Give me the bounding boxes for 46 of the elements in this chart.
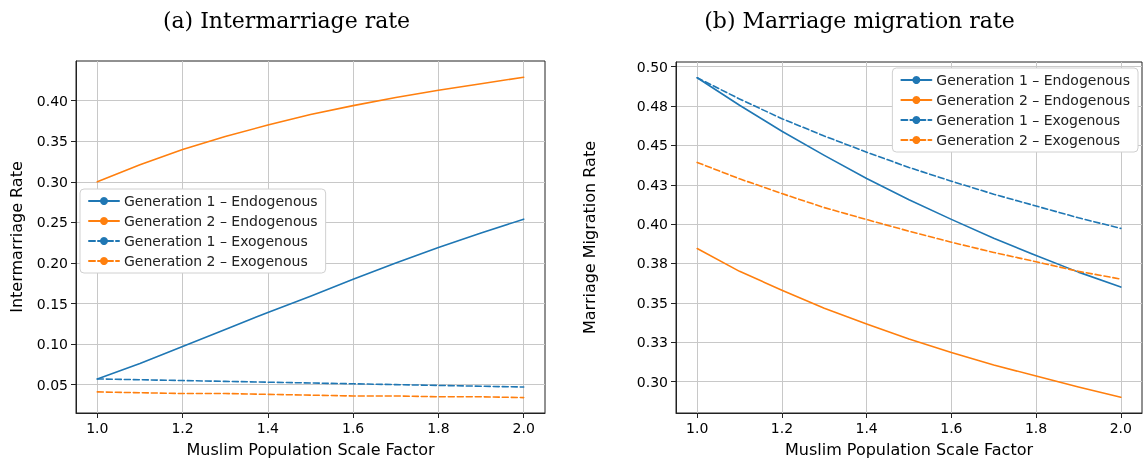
y-tick-label: 0.05 [36, 376, 68, 393]
y-tick-label: 0.50 [636, 58, 668, 75]
x-axis-title: Muslim Population Scale Factor [784, 439, 1034, 459]
legend-label: Generation 2 – Endogenous [124, 213, 318, 229]
x-tick-label: 1.8 [427, 420, 450, 436]
y-tick-label: 0.40 [36, 92, 68, 109]
x-tick-label: 2.0 [512, 420, 535, 436]
legend-label: Generation 2 – Exogenous [124, 253, 308, 269]
y-tick-label: 0.25 [36, 214, 68, 231]
x-tick-label: 1.2 [171, 420, 194, 436]
x-tick-label: 1.0 [686, 420, 709, 436]
x-tick-label: 1.8 [1024, 420, 1048, 436]
y-tick-label: 0.45 [636, 137, 668, 154]
legend-label: Generation 1 – Endogenous [936, 72, 1131, 88]
x-tick-label: 1.2 [770, 420, 794, 436]
legend-label: Generation 1 – Exogenous [124, 233, 308, 249]
y-tick-label: 0.35 [36, 133, 68, 150]
line-series [96, 76, 525, 183]
y-tick-label: 0.40 [636, 216, 668, 233]
y-tick-label: 0.35 [636, 294, 668, 311]
legend-label: Generation 2 – Endogenous [936, 92, 1131, 108]
y-axis-title: Marriage Migration Rate [579, 140, 599, 335]
legend-label: Generation 1 – Endogenous [124, 193, 318, 209]
y-tick-label: 0.10 [36, 336, 68, 353]
y-tick-label: 0.20 [36, 254, 68, 271]
y-axis-title: Intermarriage Rate [6, 161, 26, 313]
x-tick-label: 1.4 [855, 420, 878, 436]
y-tick-label: 0.30 [36, 173, 68, 190]
legend-label: Generation 1 – Exogenous [936, 112, 1121, 128]
line-series [696, 247, 1122, 399]
chart-title: (b) Marriage migration rate [704, 7, 1015, 33]
y-tick-label: 0.15 [36, 295, 68, 312]
x-tick-label: 1.0 [86, 420, 109, 436]
y-tick-label: 0.43 [636, 176, 668, 193]
y-tick-label: 0.38 [636, 255, 668, 272]
x-tick-label: 1.6 [940, 420, 963, 436]
x-axis-title: Muslim Population Scale Factor [186, 439, 435, 459]
y-tick-label: 0.33 [636, 334, 668, 351]
legend-label: Generation 2 – Exogenous [936, 132, 1121, 148]
x-tick-label: 1.4 [256, 420, 280, 436]
line-series [696, 161, 1122, 280]
y-tick-label: 0.30 [636, 373, 668, 390]
x-tick-label: 2.0 [1109, 420, 1132, 436]
chart-title: (a) Intermarriage rate [162, 7, 411, 33]
x-tick-label: 1.6 [342, 420, 365, 436]
y-tick-label: 0.48 [636, 98, 668, 115]
